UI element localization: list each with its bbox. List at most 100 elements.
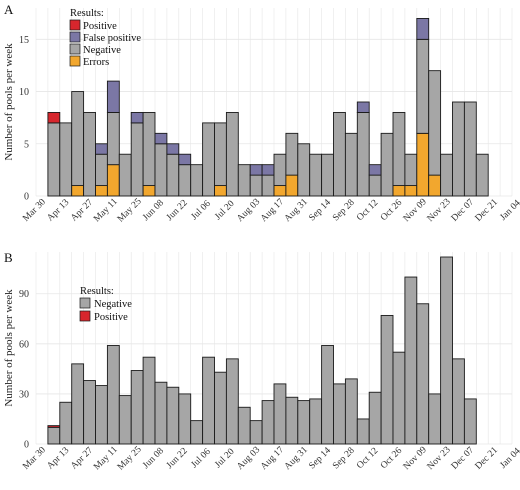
x-tick-label: Oct 26 (379, 446, 404, 471)
legend-label: Positive (94, 312, 128, 323)
bar-segment-negative (333, 383, 346, 445)
x-tick-label: Sep 28 (331, 446, 357, 472)
bar-segment-negative (83, 111, 96, 197)
x-tick-label: May 25 (116, 197, 144, 225)
panel-label: A (4, 2, 14, 17)
x-tick-label: Jun 08 (141, 446, 166, 471)
legend-label: False positive (83, 33, 141, 44)
x-tick-label: Nov 09 (402, 197, 429, 224)
bar-segment-negative (344, 378, 358, 445)
bar-segment-false-positive (106, 80, 120, 113)
bar-segment-negative (237, 406, 251, 445)
x-tick-label: Jul 06 (190, 447, 213, 470)
x-tick-label: Sep 14 (307, 198, 333, 224)
bar-segment-negative (118, 395, 132, 445)
bar-segment-negative (404, 276, 418, 445)
bar-segment-errors (142, 185, 156, 197)
bar-segment-negative (356, 418, 370, 445)
x-tick-label: Dec 07 (450, 197, 476, 223)
bar-segment-negative (273, 153, 287, 187)
bar-segment-negative (321, 345, 334, 445)
bar-segment-negative (333, 111, 346, 197)
bar-segment-negative (285, 132, 299, 176)
x-tick-label: Apr 13 (45, 445, 71, 471)
bar-segment-negative (166, 386, 180, 445)
legend-label: Negative (94, 299, 132, 310)
bar-segment-negative (309, 153, 323, 197)
x-tick-label: Aug 31 (283, 445, 310, 472)
bar-segment-negative (261, 174, 275, 197)
bar-segment-negative (178, 164, 192, 197)
x-tick-label: Oct 26 (379, 198, 404, 223)
bar-segment-false-positive (249, 164, 263, 176)
bar-segment-false-positive (368, 164, 382, 176)
bar-segment-false-positive (356, 101, 370, 113)
bar-segment-negative (59, 401, 73, 445)
bar-segment-negative (106, 111, 120, 166)
bar-segment-negative (356, 111, 370, 197)
bar-segment-negative (59, 122, 73, 197)
bar-segment-negative (297, 400, 311, 445)
y-tick-label: 0 (24, 440, 29, 451)
x-tick-label: Jul 20 (213, 447, 236, 470)
bar-segment-negative (47, 122, 61, 197)
bar-segment-negative (428, 393, 442, 445)
y-tick-label: 15 (19, 35, 29, 46)
x-tick-label: Aug 31 (283, 197, 310, 224)
x-tick-label: Jun 08 (141, 198, 166, 223)
x-tick-label: May 11 (92, 445, 120, 473)
bar-segment-negative (106, 345, 120, 445)
bar-segment-negative (463, 101, 477, 197)
legend-swatch-negative (79, 297, 91, 309)
legend-swatch-positive (69, 19, 81, 31)
legend-label: Positive (83, 21, 117, 32)
bar-segment-negative (297, 143, 311, 197)
bar-segment-negative (452, 101, 465, 197)
bar-segment-negative (416, 303, 430, 445)
bar-segment-negative (178, 393, 192, 445)
x-tick-label: Dec 07 (450, 445, 476, 471)
legend-title: Results: (70, 8, 104, 19)
bar-segment-false-positive (416, 17, 430, 40)
legend-swatch-negative (69, 43, 81, 55)
bar-segment-negative (214, 122, 227, 187)
bar-segment-negative (285, 396, 299, 445)
y-tick-label: 30 (19, 389, 29, 400)
x-tick-label: Aug 17 (259, 445, 286, 472)
legend-swatch-false-positive (69, 31, 81, 43)
bar-segment-errors (106, 164, 120, 197)
x-tick-label: May 25 (116, 445, 144, 473)
bar-segment-false-positive (154, 132, 168, 145)
bar-segment-negative (71, 363, 85, 445)
bar-segment-negative (261, 400, 275, 445)
bar-segment-negative (237, 164, 251, 197)
bar-segment-negative (392, 111, 406, 187)
legend-swatch-positive (79, 310, 91, 322)
bar-segment-negative (440, 153, 453, 197)
bar-segment-positive (47, 425, 61, 428)
legend-label: Negative (83, 45, 121, 56)
bar-segment-positive (47, 111, 61, 124)
bar-segment-negative (95, 153, 108, 187)
y-tick-label: 0 (24, 192, 29, 203)
bar-segment-negative (130, 122, 144, 197)
bar-segment-negative (214, 371, 227, 445)
bar-segment-negative (380, 314, 394, 445)
x-tick-label: Jun 22 (165, 198, 190, 223)
bar-segment-negative (452, 358, 465, 445)
bar-segment-negative (142, 111, 156, 187)
bar-segment-errors (404, 185, 418, 197)
bar-segment-false-positive (178, 153, 192, 166)
bar-segment-negative (249, 174, 263, 197)
x-tick-label: Nov 09 (402, 445, 429, 472)
x-tick-label: Nov 23 (426, 445, 453, 472)
bar-segment-negative (202, 122, 215, 197)
bar-segment-negative (321, 153, 334, 197)
legend-label: Errors (83, 57, 109, 68)
bar-segment-negative (309, 398, 323, 445)
bar-segment-errors (273, 185, 287, 197)
bar-segment-negative (392, 351, 406, 445)
